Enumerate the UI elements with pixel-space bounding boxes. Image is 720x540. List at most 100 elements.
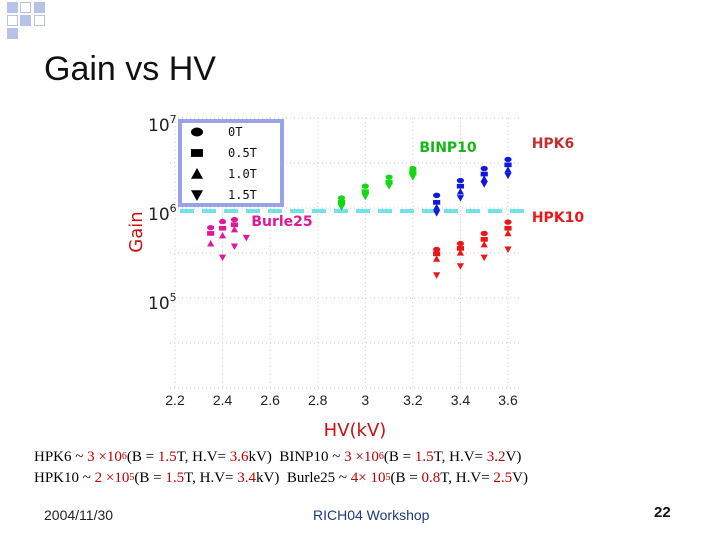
x-tick-labels: 2.2 2.4 2.6 2.8 3 3.2 3.4 3.6 (165, 392, 518, 408)
point-hpk10-1 (456, 240, 465, 247)
point-hpk10-9 (456, 249, 465, 256)
y-tick-labels: 105 106 107 (148, 113, 177, 314)
point-hpk10-0 (433, 246, 441, 253)
point-burle25-8 (230, 225, 239, 233)
x-tick-5: 3.2 (403, 392, 423, 408)
point-hpk6-1 (456, 177, 465, 184)
series-label-hpk6: HPK6 (532, 136, 575, 152)
series-binp10 (337, 165, 417, 211)
series-hpk10 (433, 219, 512, 279)
slide-title: Gain vs HV (44, 50, 216, 88)
page-number: 22 (654, 504, 671, 521)
point-binp10-9 (361, 193, 369, 201)
point-binp10-3 (409, 165, 417, 172)
series-label-burle25: Burle25 (251, 214, 312, 230)
point-hpk10-2 (480, 230, 488, 237)
point-hpk6-14 (480, 181, 488, 188)
point-burle25-1 (218, 218, 227, 225)
point-hpk10-12 (433, 272, 441, 279)
legend-label-2: 1.0T (228, 167, 257, 181)
point-binp10-4 (337, 200, 346, 205)
point-binp10-8 (337, 204, 346, 211)
point-hpk6-5 (456, 183, 465, 189)
point-burle25-6 (207, 240, 215, 247)
point-burle25-2 (230, 216, 239, 223)
x-tick-7: 3.6 (498, 392, 518, 408)
y-tick-10e5: 105 (148, 291, 177, 314)
x-tick-2: 2.6 (260, 392, 280, 408)
point-burle25-5 (230, 222, 239, 228)
point-hpk10-14 (480, 254, 488, 262)
point-hpk10-11 (504, 229, 512, 237)
point-binp10-10 (385, 183, 393, 190)
corner-square-4 (20, 15, 31, 26)
footer-date: 2004/11/30 (44, 507, 114, 523)
series-labels: Burle25 BINP10 HPK6 HPK10 (251, 136, 584, 230)
note1-left: HPK6 ~ 3 ×106(B = 1.5T, H.V= 3.6kV) (34, 449, 272, 465)
x-tick-1: 2.4 (213, 392, 233, 408)
point-hpk10-15 (504, 246, 512, 254)
point-hpk10-10 (480, 240, 488, 248)
corner-square-2 (20, 2, 31, 13)
legend-label-0: 0T (228, 125, 242, 139)
point-hpk10-3 (504, 219, 512, 225)
legend-label-1: 0.5T (228, 146, 257, 160)
corner-square-6 (34, 15, 45, 26)
point-binp10-7 (409, 170, 417, 175)
legend-marker-circle (191, 127, 203, 137)
x-tick-0: 2.2 (165, 392, 185, 408)
point-hpk6-15 (504, 172, 512, 180)
data-points (207, 156, 512, 279)
y-tick-10e6: 106 (148, 202, 177, 225)
x-tick-4: 3 (361, 392, 369, 408)
point-burle25-10 (230, 243, 239, 251)
point-hpk6-4 (433, 200, 441, 205)
x-tick-3: 2.8 (308, 392, 328, 408)
point-hpk6-12 (433, 210, 441, 217)
point-burle25-7 (218, 231, 227, 239)
corner-square-7 (7, 28, 18, 39)
point-binp10-1 (361, 183, 369, 189)
point-hpk10-8 (433, 255, 441, 262)
note1-right: BINP10 ~ 3 ×106(B = 1.5T, H.V= 3.2V) (279, 449, 522, 465)
point-hpk10-7 (504, 225, 512, 231)
point-hpk6-13 (456, 195, 465, 202)
point-burle25-0 (207, 224, 215, 231)
corner-square-3 (34, 2, 45, 13)
point-hpk10-13 (456, 263, 465, 270)
point-hpk6-2 (480, 165, 488, 172)
legend-label-3: 1.5T (228, 188, 257, 202)
point-binp10-2 (385, 174, 393, 180)
point-burle25-9 (218, 254, 227, 262)
note-line-2: HPK10 ~ 2 ×105(B = 1.5T, H.V= 3.4kV) Bur… (34, 470, 528, 487)
y-axis-label: Gain (126, 211, 147, 252)
point-hpk10-5 (456, 246, 465, 251)
point-binp10-6 (385, 179, 393, 185)
point-hpk6-0 (433, 192, 441, 199)
corner-square-5 (7, 15, 18, 26)
point-binp10-5 (361, 189, 369, 194)
point-binp10-11 (409, 174, 417, 181)
point-binp10-0 (337, 195, 346, 201)
series-hpk6 (433, 156, 512, 217)
legend-marker-triangle-down (191, 190, 203, 201)
point-burle25-4 (218, 225, 227, 231)
series-label-hpk10: HPK10 (532, 210, 585, 226)
point-hpk6-8 (433, 203, 441, 211)
point-burle25-11 (242, 234, 250, 242)
legend-marker-square (191, 149, 203, 157)
point-hpk6-9 (456, 188, 465, 195)
point-burle25-3 (207, 231, 215, 236)
corner-square-1 (7, 2, 18, 13)
note2-left: HPK10 ~ 2 ×105(B = 1.5T, H.V= 3.4kV) (34, 470, 280, 486)
y-tick-10e7: 107 (148, 113, 177, 136)
chart-legend: 0T 0.5T 1.0T 1.5T (178, 119, 284, 207)
point-hpk6-10 (480, 175, 488, 182)
series-label-binp10: BINP10 (419, 140, 477, 156)
point-hpk6-3 (504, 156, 512, 163)
point-hpk6-11 (504, 166, 512, 173)
point-hpk10-6 (480, 237, 488, 242)
legend-marker-triangle-up (191, 168, 203, 179)
footer-conference: RICH04 Workshop (313, 507, 430, 523)
point-hpk10-4 (433, 251, 441, 257)
